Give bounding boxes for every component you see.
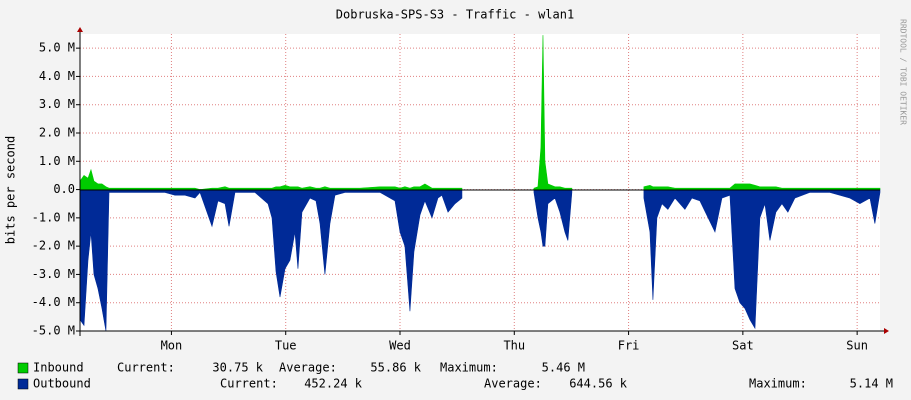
y-tick-label: 2.0 M — [39, 126, 75, 140]
legend-stat-value: 452.24 k — [304, 377, 363, 391]
x-tick-label: Sun — [846, 339, 868, 353]
legend-stat-label: Current: — [117, 361, 175, 375]
x-tick-label: Fri — [618, 339, 640, 353]
x-tick-label: Sat — [732, 339, 754, 353]
y-tick-label: 1.0 M — [39, 154, 75, 168]
y-tick-label: 4.0 M — [39, 69, 75, 83]
x-tick-label: Wed — [389, 339, 411, 353]
legend-stat-label: Current: — [220, 377, 278, 391]
y-tick-label: -5.0 M — [32, 324, 75, 338]
area-outbound — [79, 189, 881, 332]
legend-stat-value: 55.86 k — [370, 361, 421, 375]
legend-label: Inbound — [33, 361, 84, 375]
y-tick-label: -3.0 M — [32, 267, 75, 281]
watermark: RRDTOOL / TOBI OETIKER — [899, 19, 908, 125]
legend-swatch — [17, 362, 29, 374]
y-tick-label: 3.0 M — [39, 97, 75, 111]
plot-area — [80, 34, 880, 331]
y-tick-label: -2.0 M — [32, 239, 75, 253]
legend-stat-label: Average: — [484, 377, 542, 391]
y-tick-label: -1.0 M — [32, 210, 75, 224]
y-tick-label: 0.0 — [53, 182, 75, 196]
legend-stat-value: 644.56 k — [569, 377, 628, 391]
y-tick-label: -4.0 M — [32, 295, 75, 309]
chart-title: Dobruska-SPS-S3 - Traffic - wlan1 — [336, 8, 574, 22]
x-tick-label: Tue — [275, 339, 297, 353]
legend-stat-label: Maximum: — [440, 361, 498, 375]
y-tick-label: 5.0 M — [39, 41, 75, 55]
legend-stat-value: 30.75 k — [212, 361, 263, 375]
area-inbound — [79, 35, 881, 190]
legend-stat-label: Maximum: — [749, 377, 807, 391]
legend-label: Outbound — [33, 377, 91, 391]
legend-stat-value: 5.46 M — [542, 361, 585, 375]
legend-stat-value: 5.14 M — [850, 377, 893, 391]
y-arrow — [77, 27, 83, 32]
x-tick-label: Mon — [161, 339, 183, 353]
x-arrow — [884, 328, 889, 334]
legend-stat-label: Average: — [279, 361, 337, 375]
y-axis-label: bits per second — [4, 136, 18, 244]
legend-swatch — [17, 378, 29, 390]
x-tick-label: Thu — [503, 339, 525, 353]
